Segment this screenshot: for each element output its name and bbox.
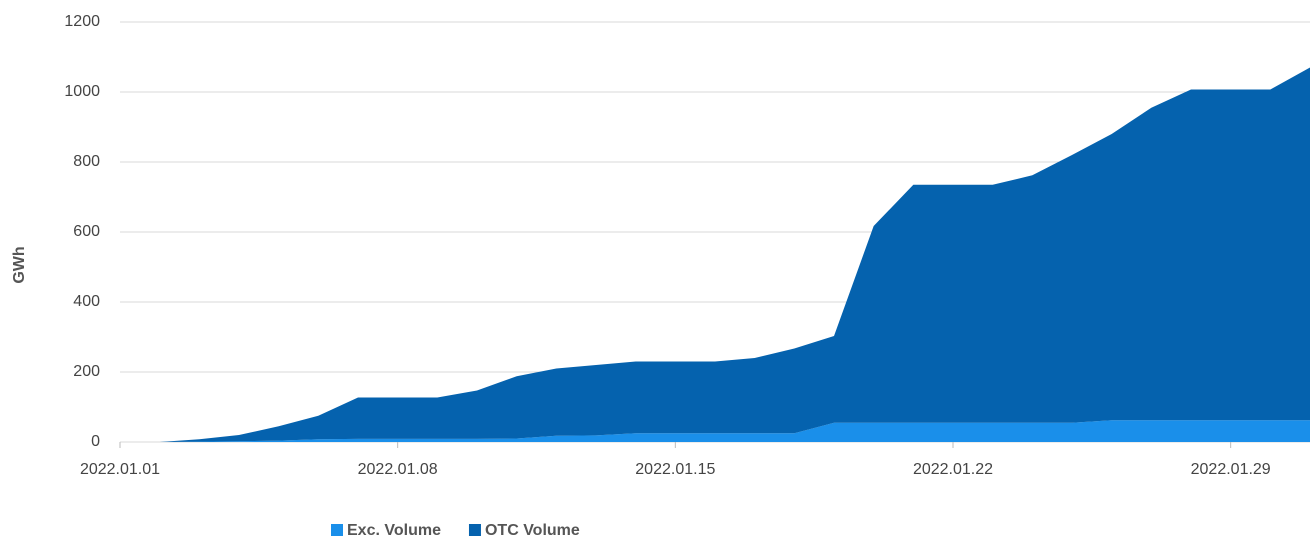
x-tick-label: 2022.01.15	[635, 461, 715, 478]
legend-label: Exc. Volume	[347, 522, 441, 539]
y-tick-label: 1000	[64, 83, 100, 100]
legend-swatch	[468, 524, 481, 536]
x-tick-label: 2022.01.08	[358, 461, 438, 478]
x-tick-label: 2022.01.22	[913, 461, 993, 478]
area	[120, 67, 1310, 442]
y-tick-label: 200	[73, 363, 100, 380]
x-tick-label: 2022.01.29	[1191, 461, 1271, 478]
area	[120, 420, 1310, 442]
y-tick-label: 1200	[64, 13, 100, 30]
y-tick-label: 800	[73, 153, 100, 170]
x-tick-label: 2022.01.01	[80, 461, 160, 478]
legend-label: OTC Volume	[485, 522, 580, 539]
legend-swatch	[331, 524, 343, 536]
y-tick-label: 400	[73, 293, 100, 310]
y-tick-label: 600	[73, 223, 100, 240]
y-tick-label: 0	[91, 433, 100, 450]
y-axis-label: GWh	[11, 246, 28, 283]
